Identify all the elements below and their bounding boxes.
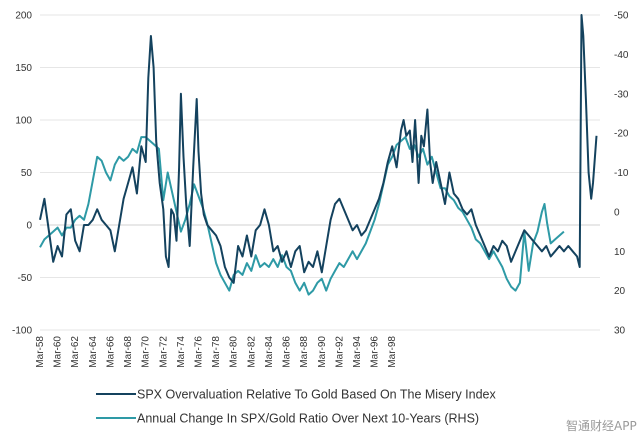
legend-label-2: Annual Change In SPX/Gold Ratio Over Nex… [137, 412, 479, 426]
right-tick-label: -10 [614, 168, 629, 179]
watermark: 智通财经APP [566, 418, 637, 433]
x-tick-label: Mar-96 [370, 336, 381, 368]
x-tick-label: Mar-76 [193, 336, 204, 368]
x-tick-label: Mar-80 [229, 336, 240, 368]
left-tick-label: -100 [12, 326, 32, 337]
legend-label-1: SPX Overvaluation Relative To Gold Based… [137, 388, 496, 402]
x-tick-label: Mar-98 [387, 336, 398, 368]
right-y-axis: -50 -40 -30 -20 -10 0 10 20 30 [614, 11, 629, 337]
left-tick-label: -50 [18, 273, 33, 284]
left-tick-label: 0 [26, 221, 32, 232]
x-tick-label: Mar-82 [246, 336, 257, 368]
right-tick-label: -30 [614, 89, 629, 100]
series-layer [39, 14, 598, 296]
x-tick-label: Mar-88 [299, 336, 310, 368]
x-tick-label: Mar-72 [158, 336, 169, 368]
series-line-1 [39, 14, 598, 284]
right-tick-label: 0 [614, 207, 620, 218]
left-tick-label: 150 [15, 63, 32, 74]
x-axis: Mar-58 Mar-60 Mar-62 Mar-64 Mar-66 Mar-68 Mar-… [35, 224, 600, 368]
left-tick-label: 50 [21, 168, 33, 179]
x-tick-label: Mar-70 [141, 336, 152, 368]
legend: SPX Overvaluation Relative To Gold Based… [96, 388, 496, 426]
x-tick-label: Mar-68 [123, 336, 134, 368]
x-tick-label: Mar-94 [352, 336, 363, 368]
series-line-2 [39, 136, 565, 296]
right-tick-label: -40 [614, 50, 629, 61]
x-tick-label: Mar-78 [211, 336, 222, 368]
left-tick-label: 100 [15, 116, 32, 127]
right-tick-label: -20 [614, 129, 629, 140]
left-tick-label: 200 [15, 11, 32, 22]
right-tick-label: 30 [614, 326, 626, 337]
x-tick-label: Mar-66 [105, 336, 116, 368]
x-tick-label: Mar-90 [317, 336, 328, 368]
x-tick-label: Mar-84 [264, 336, 275, 368]
x-tick-label: Mar-64 [88, 336, 99, 368]
right-tick-label: -50 [614, 11, 629, 22]
right-tick-label: 20 [614, 286, 626, 297]
x-tick-label: Mar-74 [176, 336, 187, 368]
left-y-axis: 200 150 100 50 0 -50 -100 [12, 11, 32, 337]
x-tick-label: Mar-58 [35, 336, 46, 368]
x-tick-label: Mar-62 [70, 336, 81, 368]
gridlines [40, 14, 600, 331]
x-tick-label: Mar-60 [53, 336, 64, 368]
x-tick-label: Mar-92 [334, 336, 345, 368]
x-tick-label: Mar-86 [282, 336, 293, 368]
right-tick-label: 10 [614, 247, 626, 258]
